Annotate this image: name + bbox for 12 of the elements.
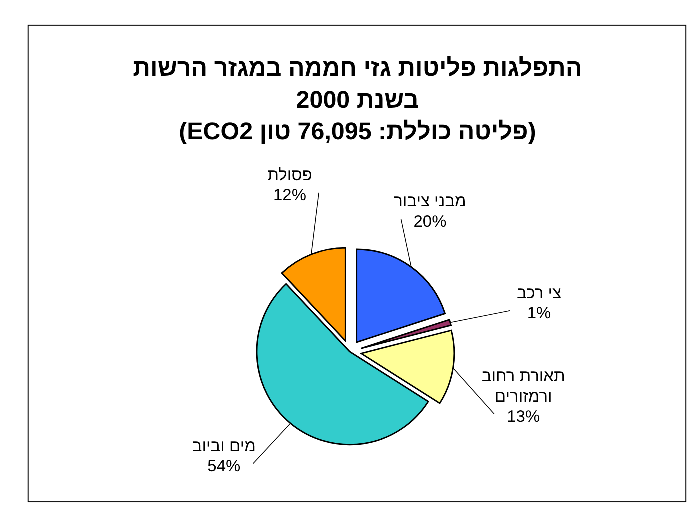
data-label: 13% (507, 408, 540, 426)
data-label: 1% (527, 304, 552, 323)
chart-title: התפלגות פליטות גזי חממה במגזר הרשות בשנת 2000 (133, 54, 582, 114)
data-label: 54% (208, 458, 241, 476)
slice-label: פסולת (268, 166, 312, 184)
slice-label: תאורת רחוב ורמזורים (482, 367, 566, 406)
chart-subtitle: (פליטה כוללת: 76,095 טון ECO2) (179, 118, 536, 146)
slice-label: מים וביוב (192, 437, 256, 456)
data-label: 12% (274, 186, 307, 205)
slice-label: צי רכב (516, 284, 562, 302)
data-label: 20% (414, 212, 448, 231)
slice-label: מבני ציבור (394, 192, 466, 211)
